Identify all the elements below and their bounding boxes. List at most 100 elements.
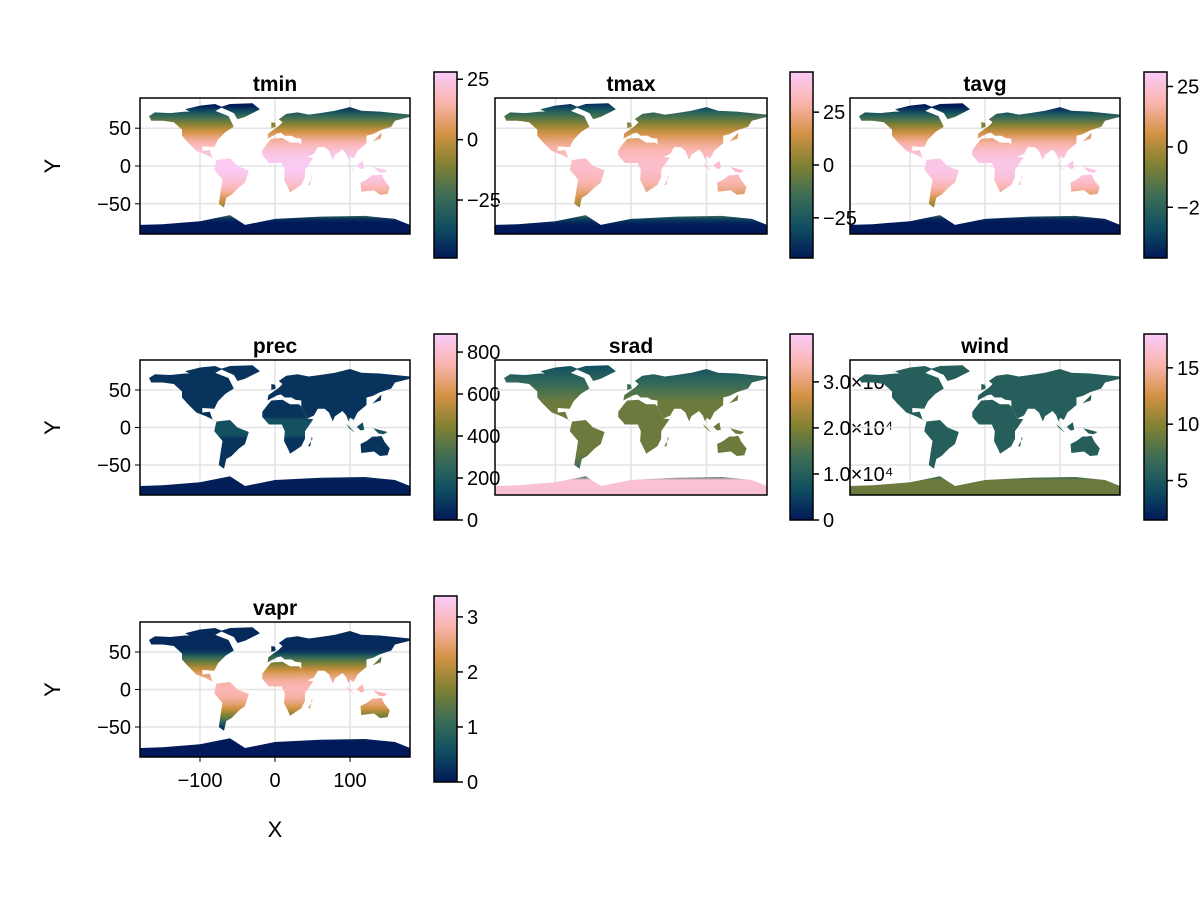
land-cell [850, 215, 1120, 234]
heatmap-prec [140, 365, 410, 495]
colorbar-tick-label: 200 [467, 468, 500, 490]
colorbar-tick-label: 1.0×10⁴ [823, 464, 893, 486]
land-cell [627, 122, 632, 129]
colorbar [1143, 71, 1168, 259]
land-cell [623, 107, 767, 160]
land-cell [895, 104, 933, 114]
panel-wind: wind [849, 335, 1121, 496]
land-cell [214, 420, 249, 469]
colorbar-tick-label: 0 [823, 155, 834, 177]
land-cell [575, 103, 616, 120]
colorbar [433, 71, 458, 259]
ytick-label: 50 [109, 118, 131, 140]
land-cell [1056, 423, 1065, 432]
land-cell [356, 422, 365, 431]
land-cell [540, 104, 579, 114]
heatmap-tmin [140, 103, 410, 234]
land-cell [372, 394, 382, 404]
land-cell [140, 476, 410, 495]
land-cell [1066, 422, 1075, 431]
heatmap-vapr [140, 627, 410, 757]
land-cell [924, 420, 959, 469]
heatmap-tavg [850, 103, 1120, 234]
colorbar-tick-label: 800 [467, 342, 500, 364]
land-cell [346, 162, 355, 171]
colorbar-tick-label: 10 [1177, 414, 1199, 436]
land-cell [185, 104, 223, 114]
ytick-label: −50 [97, 717, 131, 739]
land-cell [618, 399, 670, 454]
land-cell [972, 399, 1024, 454]
land-cell [859, 372, 944, 422]
land-cell [504, 372, 590, 422]
colorbar-tick-label: 3 [467, 607, 478, 629]
land-cell [729, 394, 739, 404]
land-cell [360, 697, 390, 718]
land-cell [977, 107, 1120, 160]
land-cell [1083, 166, 1098, 173]
land-cell [1083, 428, 1098, 435]
panel-title: wind [960, 335, 1009, 358]
land-cell [262, 661, 314, 716]
land-cell [495, 476, 767, 495]
land-cell [850, 476, 1120, 495]
land-cell [267, 369, 410, 422]
land-cell [271, 384, 276, 390]
land-cell [627, 384, 632, 390]
xtick-label: −100 [177, 770, 222, 792]
ytick-label: −50 [97, 455, 131, 477]
colorbar-tick-label: 25 [823, 102, 845, 124]
panel-vapr: vapr 50 0 −50 Y −100 0 100 X [40, 597, 411, 842]
land-cell [664, 436, 669, 447]
land-cell [140, 215, 410, 234]
land-cell [1018, 436, 1023, 447]
heatmap-srad [495, 365, 767, 495]
colorbar-tick-label: 2 [467, 662, 478, 684]
land-cell [140, 738, 410, 757]
land-cell [1070, 174, 1100, 195]
land-cell [360, 174, 390, 195]
land-cell [981, 384, 986, 390]
land-cell [1070, 435, 1100, 456]
land-cell [664, 175, 669, 185]
land-cell [1082, 394, 1092, 404]
land-cell [373, 428, 388, 435]
colorbar [1143, 333, 1168, 521]
land-cell [262, 138, 314, 193]
land-cell [220, 627, 260, 643]
land-cell [618, 138, 670, 193]
axis-frame [849, 97, 1121, 235]
land-cell [149, 110, 234, 160]
land-cell [495, 215, 767, 234]
colorbar-tick-label: 25 [1177, 76, 1199, 98]
xtick-label: 0 [269, 770, 280, 792]
land-cell [214, 682, 249, 731]
land-cell [713, 160, 721, 169]
land-cell [702, 162, 712, 171]
land-cell [356, 684, 365, 693]
land-cell [972, 138, 1024, 193]
land-cell [356, 160, 365, 169]
colorbar-tmax: 25 0 −25 [789, 71, 857, 259]
land-cell [373, 166, 388, 173]
y-axis-label: Y [40, 158, 65, 173]
heatmap-wind [850, 365, 1120, 495]
land-cell [149, 372, 234, 422]
land-cell [308, 436, 313, 447]
land-cell [730, 166, 745, 173]
colorbar-tick-label: 2.0×10⁴ [823, 418, 893, 440]
ytick-label: 0 [120, 418, 131, 440]
land-cell [149, 634, 234, 684]
axis-frame [849, 359, 1121, 496]
land-cell [729, 132, 739, 142]
land-cell [271, 122, 276, 129]
axis-frame [494, 359, 768, 496]
land-cell [373, 690, 388, 697]
colorbar-tick-label: 1 [467, 717, 478, 739]
land-cell [372, 656, 382, 666]
colorbar-tick-label: 0 [467, 510, 478, 532]
colorbar-tick-label: 0 [467, 130, 478, 152]
land-cell [267, 107, 410, 160]
colorbar-tick-label: 15 [1177, 358, 1199, 380]
